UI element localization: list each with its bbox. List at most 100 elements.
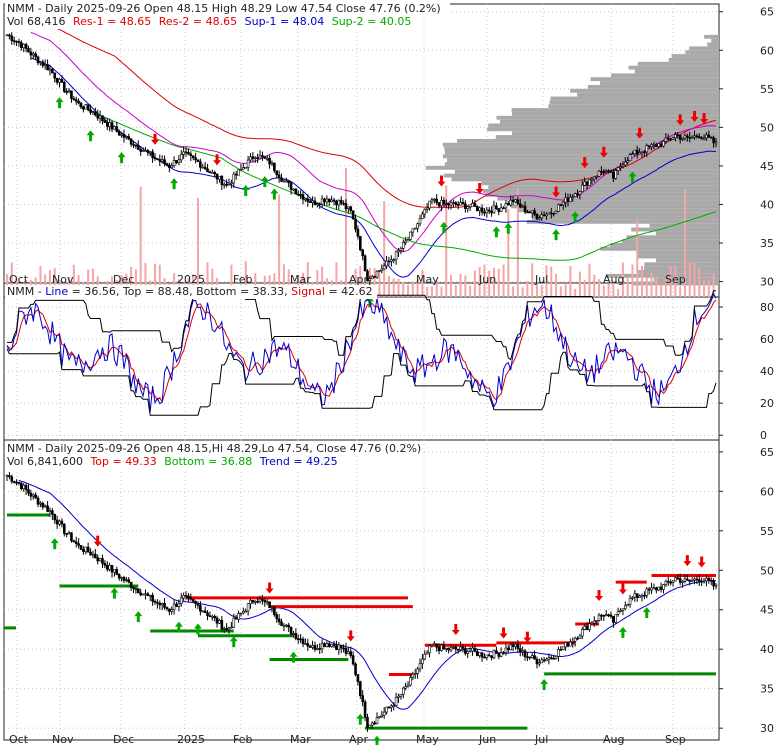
candle-body (268, 157, 271, 165)
volume-bar (664, 274, 667, 297)
candle-body (62, 523, 66, 534)
volume-bar (521, 287, 524, 297)
volume-bar (703, 279, 706, 297)
volume-bar (144, 262, 147, 297)
candle-body (581, 184, 584, 192)
volume-profile-bar (611, 73, 719, 78)
candle-body (468, 650, 472, 653)
candle-body (225, 183, 228, 186)
price-header-title: NMM - Daily 2025-09-26 Open 48.15 High 4… (7, 2, 441, 15)
candle-body (60, 520, 64, 525)
candle-body (273, 162, 276, 172)
candle-body (34, 494, 37, 499)
volume-bar (598, 279, 601, 297)
candle-body (671, 137, 675, 140)
candle-body (256, 157, 259, 159)
candle-body (499, 652, 503, 657)
candle-body (98, 558, 102, 562)
trend-y-tick-label: 65 (760, 446, 774, 459)
candle-body (232, 617, 236, 628)
volume-bar (488, 270, 491, 297)
candle-body (368, 278, 372, 282)
candle-body (635, 149, 639, 155)
candle-body (287, 180, 290, 184)
candle-body (163, 159, 166, 164)
candle-body (418, 663, 422, 670)
candle-body (442, 200, 446, 205)
volume-bar (617, 288, 620, 297)
volume-bar (244, 261, 247, 297)
candle-body (349, 651, 353, 656)
candle-body (96, 557, 100, 562)
candle-body (363, 255, 367, 272)
price-y-axis: 30 35 40 45 50 55 60 65 (719, 6, 774, 289)
candle-body (60, 79, 64, 83)
candle-body (475, 650, 479, 656)
candle-body (614, 170, 618, 179)
candle-body (554, 211, 558, 214)
volume-bar (344, 167, 347, 297)
candle-body (688, 580, 692, 582)
candle-body (590, 622, 594, 625)
volume-profile-bar (587, 84, 719, 89)
candle-body (175, 160, 178, 163)
x-tick-label: Jun (478, 273, 496, 286)
volume-profile-bar (447, 158, 719, 163)
candle-body (547, 657, 551, 660)
candle-body (189, 597, 193, 600)
price-y-tick-label: 55 (760, 83, 774, 96)
candle-body (177, 603, 181, 607)
candle-body (53, 72, 57, 79)
candle-body (165, 607, 169, 610)
stoch-top-value: = 88.48, (141, 285, 196, 298)
volume-bar (359, 266, 362, 297)
candle-body (253, 600, 257, 603)
candle-body (461, 202, 465, 205)
x-tick-label: Mar (290, 733, 311, 745)
candle-body (15, 40, 18, 43)
x-tick-label: Jul (534, 733, 548, 745)
candle-body (103, 563, 107, 566)
candle-body (671, 580, 675, 583)
trend-top-label: Top = 49.33 (89, 455, 156, 468)
candle-body (215, 173, 219, 180)
candle-body (148, 594, 152, 597)
candle-body (497, 653, 501, 657)
volume-bar (435, 279, 438, 297)
down-arrow (580, 157, 589, 169)
candle-body (576, 637, 579, 640)
volume-bar (335, 262, 338, 297)
candle-body (206, 612, 209, 617)
candle-body (559, 649, 563, 651)
candle-body (105, 565, 109, 570)
candle-body (676, 134, 680, 136)
candle-body (70, 532, 73, 542)
candle-body (351, 655, 355, 665)
trend-y-tick-label: 60 (760, 485, 774, 498)
candle-body (225, 628, 228, 630)
candle-body (122, 577, 126, 581)
candle-body (156, 601, 159, 604)
volume-bar (302, 272, 305, 297)
candle-body (378, 716, 381, 719)
volume-bar (278, 194, 281, 297)
volume-profile-bar (626, 235, 719, 240)
candle-body (569, 197, 572, 202)
volume-bar (87, 269, 90, 297)
volume-bar (196, 197, 199, 297)
volume-profile-bar (485, 192, 719, 197)
volume-bar (454, 284, 457, 297)
candle-body (258, 598, 262, 602)
price-y-tick-label: 30 (760, 276, 774, 289)
candle-body (475, 206, 479, 212)
candle-body (196, 159, 200, 162)
volume-bar (72, 264, 75, 297)
candle-body (423, 209, 427, 215)
candle-body (361, 695, 364, 703)
volume-bar (535, 283, 538, 297)
candle-body (356, 228, 360, 237)
candle-body (569, 641, 572, 647)
candle-body (108, 564, 111, 570)
candle-body (72, 98, 76, 100)
candle-body (483, 656, 486, 659)
